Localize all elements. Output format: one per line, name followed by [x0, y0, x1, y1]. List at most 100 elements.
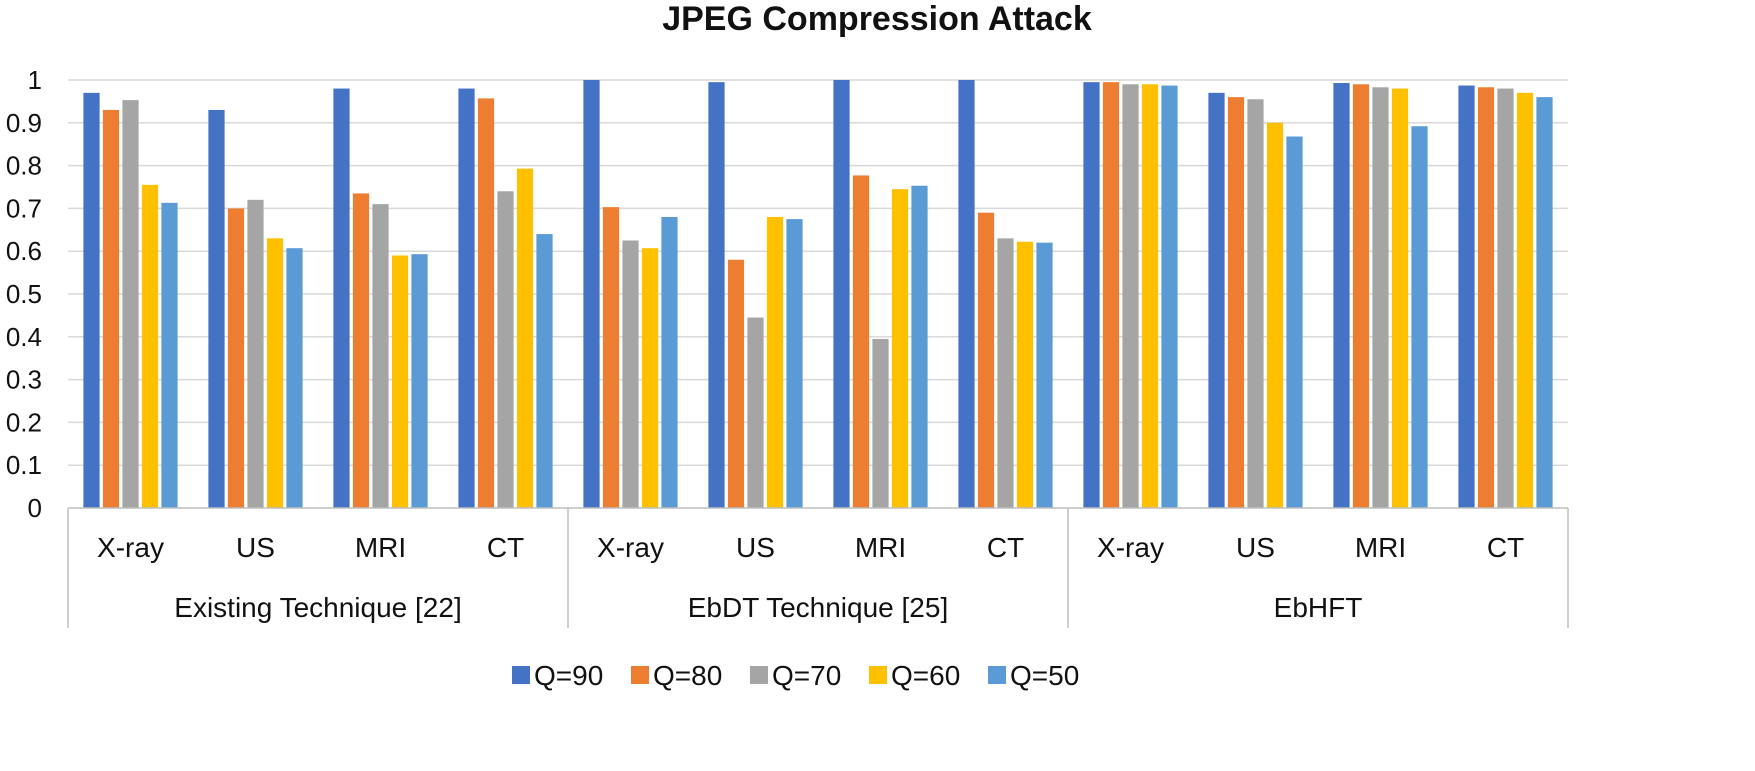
- group-label: EbHFT: [1274, 592, 1363, 623]
- bar-q80-10: [1352, 84, 1370, 508]
- x-axis: [67, 507, 1569, 628]
- bar-q60-10: [1391, 88, 1409, 508]
- bar-q90-0: [83, 92, 100, 508]
- bar-q50-8: [1161, 85, 1178, 508]
- bar-q70-11: [1497, 88, 1514, 508]
- category-label: US: [1236, 532, 1275, 563]
- bar-q60-0: [141, 184, 159, 509]
- bar-q90-6: [833, 80, 850, 508]
- bar-q90-11: [1458, 85, 1475, 508]
- legend-item-q70: Q=70: [750, 660, 841, 691]
- bar-q50-4: [661, 216, 678, 508]
- bar-q70-4: [622, 240, 639, 508]
- bar-q50-6: [911, 185, 928, 508]
- bar-q90-10: [1333, 83, 1350, 508]
- bar-q60-1: [266, 238, 284, 509]
- y-tick-label: 0.5: [6, 279, 42, 309]
- bar-q80-1: [227, 208, 245, 508]
- legend-item-q60: Q=60: [869, 660, 960, 691]
- y-tick-label: 0: [28, 493, 42, 523]
- bar-q70-2: [372, 204, 389, 508]
- bar-q80-0: [102, 109, 120, 509]
- legend-label: Q=60: [891, 660, 960, 691]
- bar-q50-0: [161, 202, 178, 508]
- chart-title: JPEG Compression Attack: [662, 0, 1092, 38]
- bar-q60-5: [766, 216, 784, 508]
- category-label: MRI: [855, 532, 906, 563]
- bar-q90-8: [1083, 82, 1100, 508]
- bar-q60-11: [1516, 92, 1534, 508]
- legend-item-q50: Q=50: [988, 660, 1079, 691]
- bar-q60-8: [1141, 84, 1159, 508]
- bar-q80-5: [727, 259, 745, 508]
- legend-label: Q=80: [653, 660, 722, 691]
- bar-q80-3: [477, 98, 495, 509]
- category-label: X-ray: [97, 532, 164, 563]
- category-label: CT: [1487, 532, 1524, 563]
- bar-q50-1: [286, 248, 303, 508]
- bar-q60-2: [391, 255, 409, 508]
- legend-item-q90: Q=90: [512, 660, 603, 691]
- legend-swatch: [869, 666, 887, 684]
- bar-q80-7: [977, 212, 995, 508]
- legend-label: Q=50: [1010, 660, 1079, 691]
- bar-q60-4: [641, 248, 659, 508]
- bar-q70-7: [997, 238, 1014, 509]
- bar-q60-9: [1266, 122, 1284, 509]
- group-label: Existing Technique [22]: [174, 592, 461, 623]
- category-label: MRI: [1355, 532, 1406, 563]
- bar-q80-4: [602, 207, 620, 508]
- y-tick-label: 1: [28, 65, 42, 95]
- bar-q90-5: [708, 82, 725, 508]
- bar-q70-10: [1372, 87, 1389, 508]
- legend-swatch: [512, 666, 530, 684]
- bar-q60-7: [1016, 241, 1034, 508]
- category-label: MRI: [355, 532, 406, 563]
- x-axis-group-labels: Existing Technique [22] EbDT Technique [2…: [174, 592, 1362, 623]
- y-tick-label: 0.8: [6, 151, 42, 181]
- bar-q60-6: [891, 189, 909, 508]
- bar-q80-11: [1477, 87, 1495, 508]
- y-tick-label: 0.2: [6, 407, 42, 437]
- bar-q70-1: [247, 199, 264, 508]
- bar-q50-11: [1536, 97, 1553, 509]
- category-label: US: [736, 532, 775, 563]
- gridlines: [68, 79, 1568, 466]
- legend-label: Q=90: [534, 660, 603, 691]
- bar-q90-2: [333, 88, 350, 508]
- legend-swatch: [988, 666, 1006, 684]
- bar-q70-8: [1122, 84, 1139, 508]
- bar-q50-10: [1411, 126, 1428, 508]
- bar-q80-9: [1227, 97, 1245, 509]
- bar-q50-7: [1036, 242, 1053, 508]
- category-label: X-ray: [1097, 532, 1164, 563]
- bar-q70-3: [497, 191, 514, 508]
- legend-swatch: [750, 666, 768, 684]
- bar-q50-9: [1286, 136, 1303, 508]
- bar-q50-2: [411, 254, 428, 508]
- bar-q80-6: [852, 175, 870, 508]
- y-axis-tick-labels: 0 0.1 0.2 0.3 0.4 0.5 0.6 0.7 0.8 0.9 1: [6, 65, 42, 523]
- y-tick-label: 0.9: [6, 108, 42, 138]
- bar-q60-3: [516, 168, 534, 508]
- category-label: X-ray: [597, 532, 664, 563]
- legend: Q=90 Q=80 Q=70 Q=60 Q=50: [512, 660, 1079, 691]
- category-label: US: [236, 532, 275, 563]
- bar-q70-9: [1247, 99, 1264, 508]
- bar-q70-0: [122, 100, 139, 509]
- legend-swatch: [631, 666, 649, 684]
- y-tick-label: 0.6: [6, 236, 42, 266]
- category-label: CT: [487, 532, 524, 563]
- bar-q90-9: [1208, 92, 1225, 508]
- category-label: CT: [987, 532, 1024, 563]
- legend-item-q80: Q=80: [631, 660, 722, 691]
- legend-label: Q=70: [772, 660, 841, 691]
- y-tick-label: 0.4: [6, 322, 42, 352]
- bar-q90-7: [958, 80, 975, 508]
- bar-q80-8: [1102, 82, 1120, 508]
- x-axis-category-labels: X-ray US MRI CT X-ray US MRI CT X-ray US MRI CT: [97, 532, 1524, 563]
- y-tick-label: 0.7: [6, 193, 42, 223]
- bar-q90-1: [208, 109, 225, 509]
- bars: [83, 80, 1553, 509]
